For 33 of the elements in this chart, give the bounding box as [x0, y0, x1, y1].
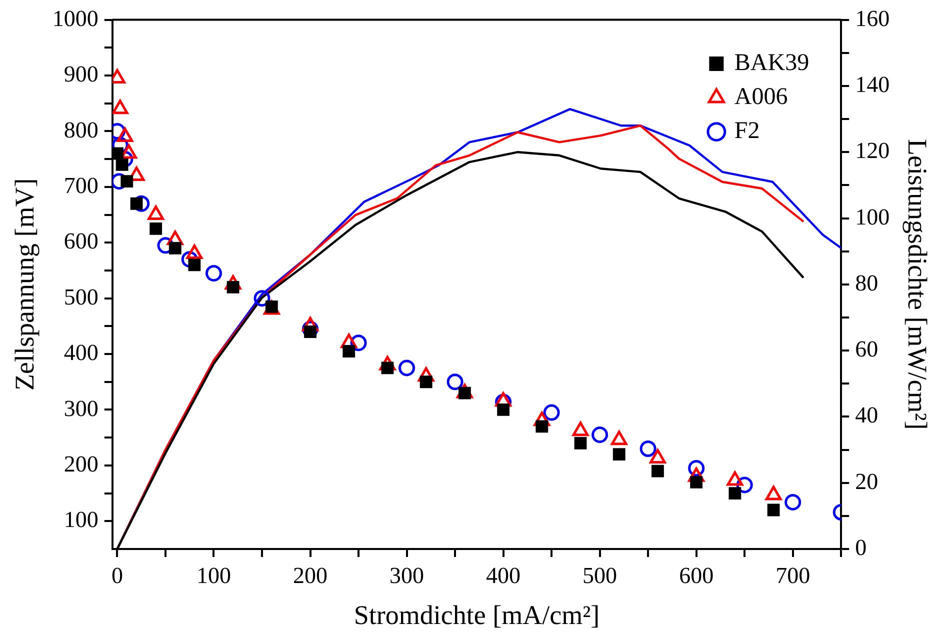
- x-tick-label: 700: [776, 562, 810, 588]
- y2-tick-label: 40: [855, 402, 878, 428]
- y2-tick-label: 160: [855, 6, 890, 31]
- y2-tick-label: 0: [855, 535, 867, 560]
- y-tick-label: 100: [64, 507, 98, 532]
- y-tick-label: 1000: [52, 6, 98, 31]
- x-tick-label: 200: [293, 562, 328, 588]
- legend-label: BAK39: [734, 50, 810, 76]
- x-tick-label: 0: [111, 562, 123, 588]
- y2-tick-label: 80: [855, 270, 878, 296]
- y-axis-title: Zellspannung [mV]: [9, 178, 40, 390]
- y-tick-label: 700: [64, 172, 98, 198]
- y2-tick-label: 100: [855, 204, 890, 230]
- y-tick-label: 400: [64, 340, 98, 366]
- y-tick-label: 600: [64, 228, 98, 254]
- x-axis-title: Stromdichte [mA/cm²]: [354, 600, 600, 630]
- x-tick-label: 600: [679, 562, 714, 588]
- legend-label: F2: [734, 118, 760, 144]
- y2-tick-label: 120: [855, 138, 890, 164]
- y2-tick-label: 20: [855, 468, 878, 494]
- y-tick-label: 300: [64, 396, 98, 421]
- x-tick-label: 400: [486, 562, 521, 588]
- y2-tick-label: 140: [855, 72, 890, 97]
- y2-axis-title: Leistungsdichte [mW/cm²]: [902, 139, 933, 430]
- y-tick-label: 900: [64, 62, 98, 87]
- y-tick-label: 800: [64, 117, 98, 142]
- legend-label: A006: [734, 84, 788, 110]
- x-tick-label: 100: [196, 562, 231, 588]
- x-tick-label: 300: [390, 562, 424, 588]
- x-tick-label: 500: [582, 562, 618, 588]
- y-tick-label: 200: [64, 451, 98, 476]
- y2-tick-label: 60: [855, 336, 878, 362]
- y-tick-label: 500: [64, 284, 98, 310]
